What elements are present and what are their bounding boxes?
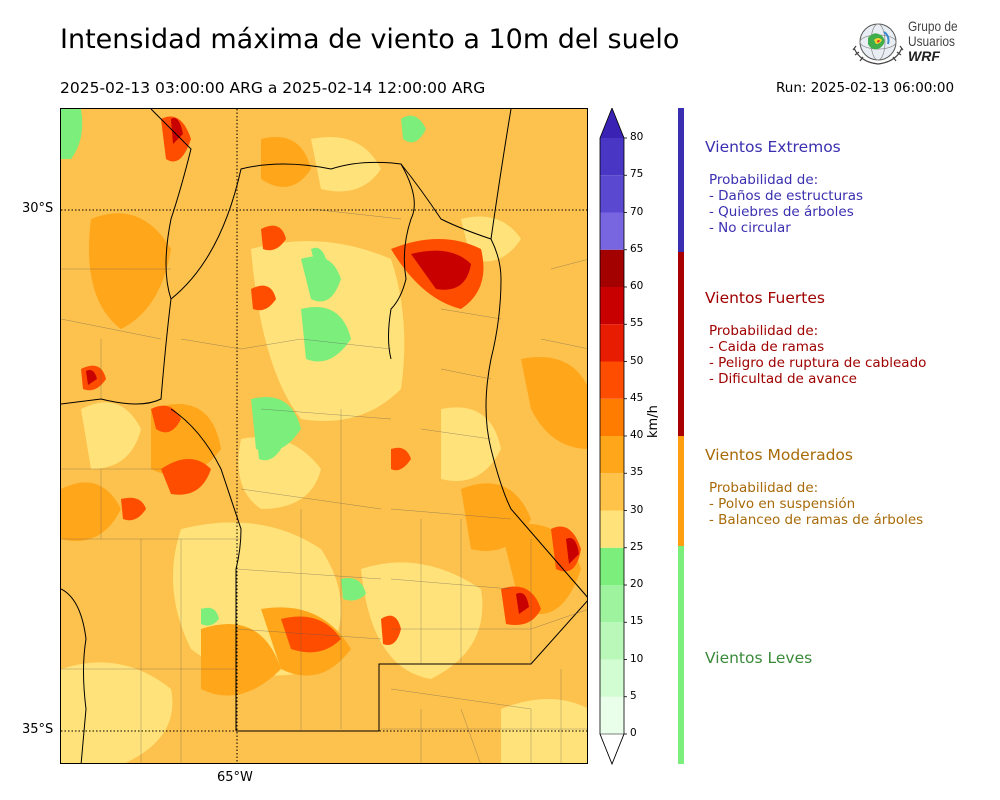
category-bar-moderados <box>678 436 684 546</box>
category-body-extremos: Probabilidad de: - Daños de estructuras … <box>709 172 863 236</box>
logo-line-1: Grupo de <box>908 18 958 34</box>
grupo-usuarios-wrf-logo: Grupo de Usuarios WRF <box>850 18 970 70</box>
category-line: - Quiebres de árboles <box>709 204 854 220</box>
colorbar-tick-label: 5 <box>630 689 637 702</box>
category-line: - Caida de ramas <box>709 339 825 355</box>
colorbar-tick-label: 60 <box>630 280 644 292</box>
colorbar-segment <box>600 361 624 399</box>
colorbar-segment <box>600 473 624 511</box>
colorbar-segment <box>600 138 624 176</box>
wind-55-65-areas <box>86 118 579 614</box>
colorbar-tick-label: 15 <box>630 615 644 628</box>
colorbar-segment <box>600 398 624 436</box>
colorbar-tick-label: 25 <box>630 540 644 553</box>
lat-label-35s: 35°S <box>22 722 54 737</box>
category-body-moderados: Probabilidad de: - Polvo en suspensión -… <box>709 480 923 528</box>
colorbar-swatches <box>599 108 627 766</box>
colorbar-tick-label: 50 <box>630 354 644 367</box>
category-line: - Balanceo de ramas de árboles <box>709 512 924 528</box>
colorbar-segment <box>600 696 624 734</box>
colorbar-tick-label: 65 <box>630 242 644 255</box>
colorbar-segment <box>600 659 624 697</box>
wind-field <box>61 109 587 763</box>
logo-line-3: WRF <box>908 48 940 64</box>
colorbar-segment <box>600 287 624 325</box>
colorbar-segment <box>600 175 624 213</box>
category-title-leves: Vientos Leves <box>705 649 813 667</box>
category-line: Probabilidad de: <box>709 480 819 496</box>
colorbar-tick-label: 30 <box>630 503 644 516</box>
category-bar-fuertes <box>678 252 684 436</box>
colorbar-under-arrow <box>599 733 625 765</box>
category-line: - Peligro de ruptura de cableado <box>709 355 927 371</box>
category-line: - No circular <box>709 220 791 236</box>
category-line: Probabilidad de: <box>709 323 819 339</box>
colorbar-tick-label: 35 <box>630 466 644 479</box>
wind-25-30-areas <box>61 137 587 763</box>
department-lines <box>61 208 587 763</box>
category-title-fuertes: Vientos Fuertes <box>705 289 825 307</box>
lat-label-30s: 30°S <box>22 201 54 216</box>
logo-line-2: Usuarios <box>908 33 955 49</box>
colorbar-tick-label: 45 <box>630 391 644 404</box>
wind-20-25-areas <box>61 109 426 626</box>
globe-icon <box>852 23 904 65</box>
chart-title: Intensidad máxima de viento a 10m del su… <box>60 24 680 55</box>
colorbar-tick-label: 10 <box>630 652 644 665</box>
wind-map <box>60 108 588 764</box>
colorbar-segment <box>600 585 624 623</box>
colorbar-tick-label: 40 <box>630 429 644 441</box>
colorbar-unit: km/h <box>646 405 661 438</box>
category-line: - Polvo en suspensión <box>709 496 856 512</box>
category-line: Probabilidad de: <box>709 172 819 188</box>
colorbar-tick-label: 0 <box>630 727 637 739</box>
category-line: - Dificultad de avance <box>709 371 857 387</box>
forecast-period: 2025-02-13 03:00:00 ARG a 2025-02-14 12:… <box>60 79 486 97</box>
colorbar-tick-label: 55 <box>630 317 644 330</box>
category-body-fuertes: Probabilidad de: - Caida de ramas - Peli… <box>709 323 926 387</box>
colorbar-tick-label: 75 <box>630 168 644 181</box>
run-timestamp: Run: 2025-02-13 06:00:00 <box>776 80 955 96</box>
colorbar-segment <box>600 249 624 287</box>
category-title-extremos: Vientos Extremos <box>705 138 841 156</box>
category-line: - Daños de estructuras <box>709 188 864 204</box>
graticule <box>61 109 587 763</box>
category-bar-extremos <box>678 108 684 252</box>
colorbar-segment <box>600 622 624 660</box>
lon-label-65w: 65°W <box>217 770 253 785</box>
colorbar-segment <box>600 212 624 250</box>
colorbar-tick-label: 70 <box>630 205 644 218</box>
colorbar-segment <box>600 324 624 362</box>
colorbar-segment <box>600 436 624 474</box>
category-title-moderados: Vientos Moderados <box>705 446 853 464</box>
colorbar-segment <box>600 510 624 548</box>
colorbar-tick-label: 80 <box>630 131 644 143</box>
colorbar-tick-label: 20 <box>630 578 644 590</box>
logo-text: Grupo de Usuarios WRF <box>908 19 966 64</box>
colorbar-segment <box>600 547 624 585</box>
colorbar: 0 5 10 15 20 25 30 35 40 45 50 55 60 65 70 75 80 <box>596 108 656 768</box>
category-bar-leves <box>678 546 684 764</box>
colorbar-over-arrow <box>600 108 624 138</box>
